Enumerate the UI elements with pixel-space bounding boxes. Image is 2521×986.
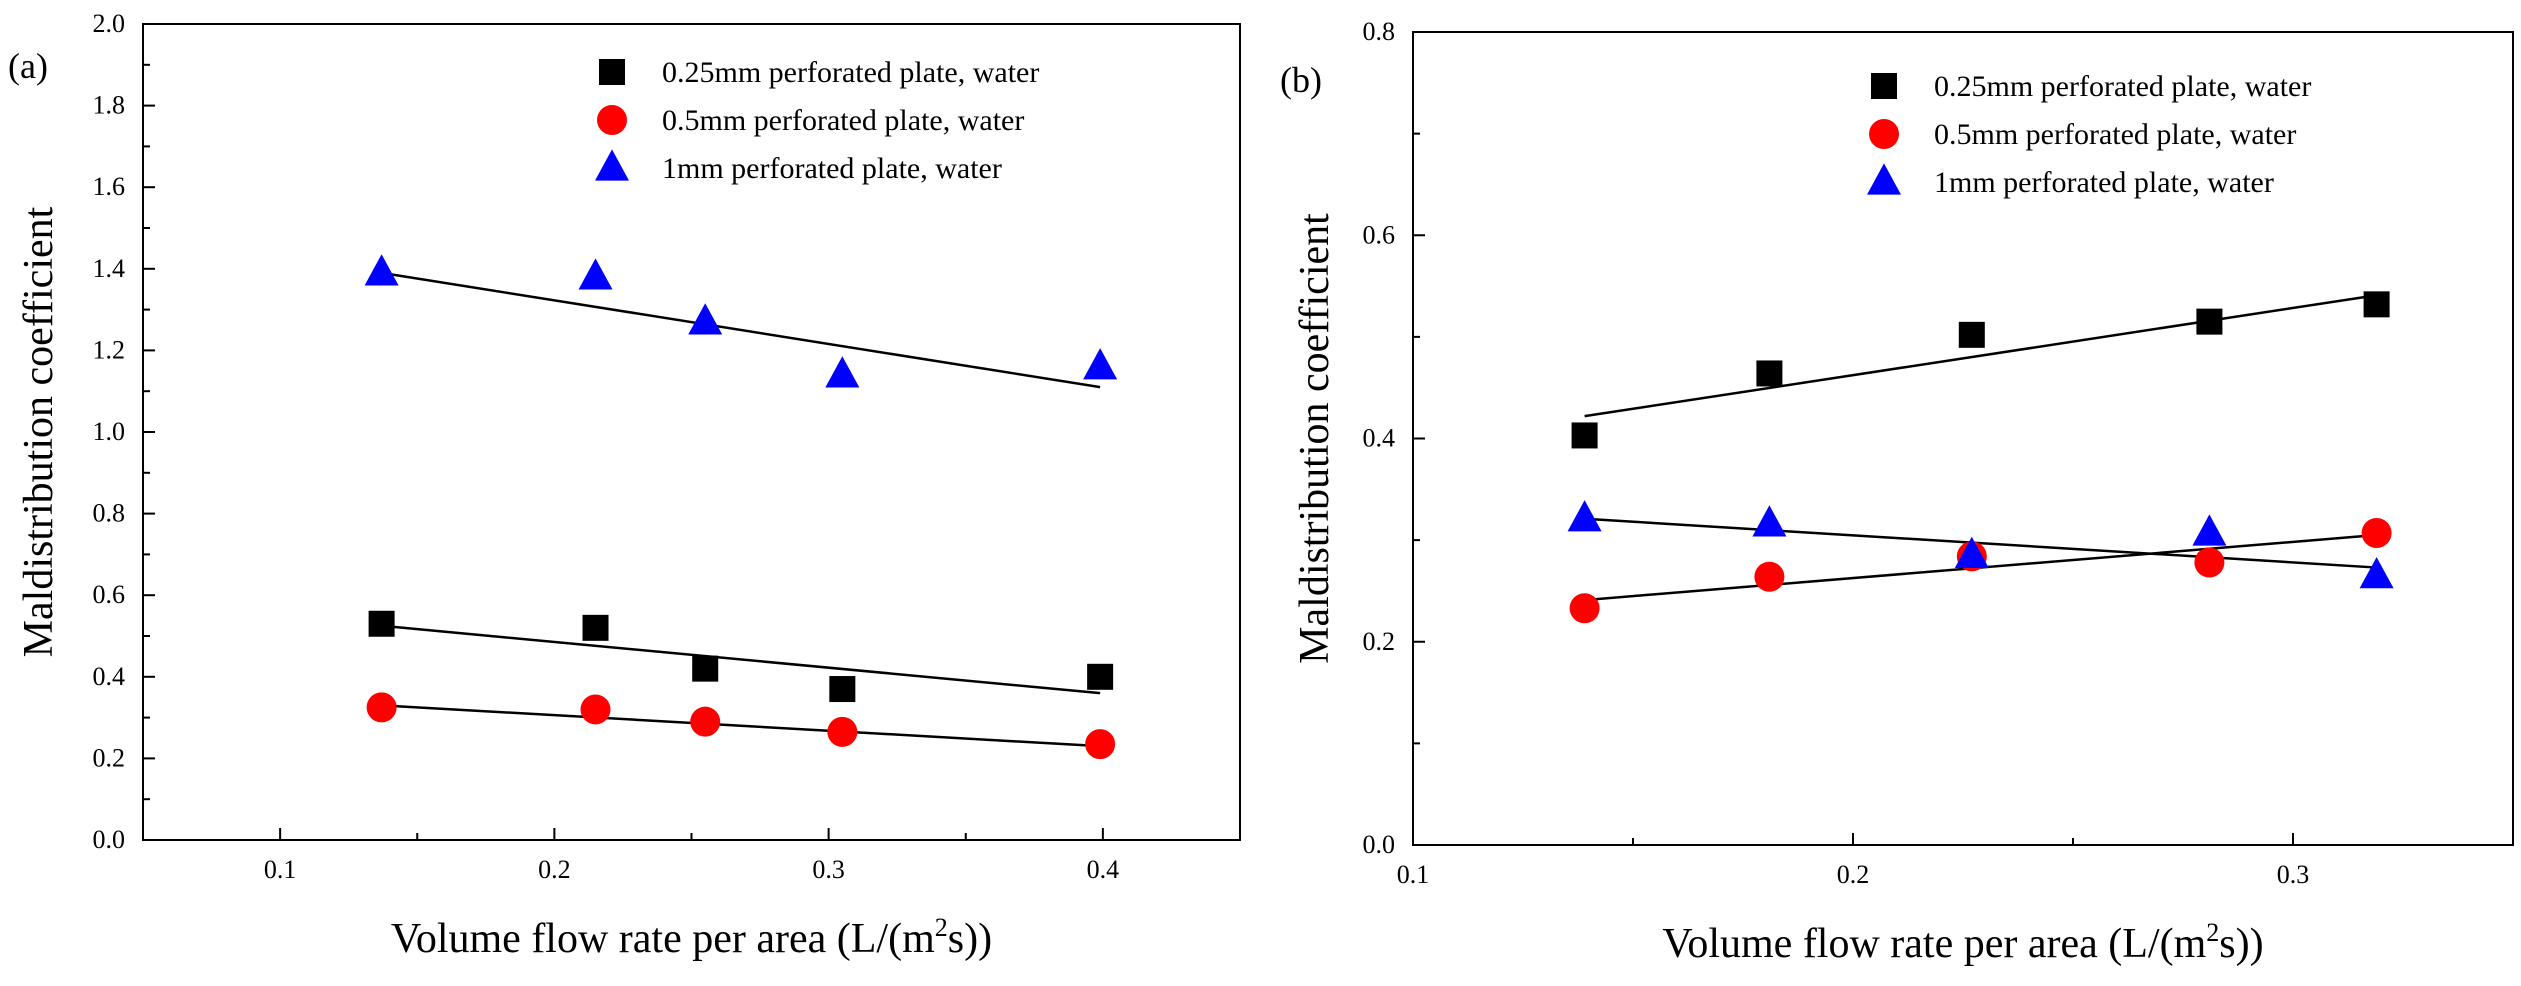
data-point (1954, 536, 1989, 568)
y-axis-label: Maldistribution coefficient (1292, 213, 1338, 664)
y-tick-label: 0.8 (93, 499, 126, 528)
data-point (1756, 360, 1783, 387)
data-point (368, 610, 395, 637)
y-tick-label: 0.6 (93, 580, 126, 609)
data-point (1087, 663, 1114, 690)
data-point (688, 303, 723, 335)
data-point (692, 655, 719, 682)
y-tick-label: 0.6 (1363, 220, 1396, 249)
fit-line (1584, 517, 2377, 569)
legend: 0.25mm perforated plate, water 0.5mm perf… (1867, 70, 2311, 199)
y-tick-label: 0.0 (1363, 830, 1396, 859)
y-tick-label: 1.8 (93, 91, 126, 120)
legend-marker (1871, 73, 1897, 99)
x-tick-label: 0.1 (1397, 860, 1430, 889)
fit-line (381, 624, 1101, 695)
data-point (1085, 729, 1116, 760)
data-point (1754, 561, 1785, 592)
x-tick-label: 0.2 (538, 855, 571, 884)
x-tick-label: 0.3 (2277, 860, 2310, 889)
y-tick-label: 0.8 (1363, 17, 1396, 46)
panel-label: (a) (8, 46, 48, 86)
fit-line (1584, 293, 2377, 418)
legend-label: 0.25mm perforated plate, water (1934, 70, 2311, 103)
data-point (1083, 348, 1118, 380)
legend-marker (597, 105, 627, 135)
x-axis-label: Volume flow rate per area (L/(m2s)) (391, 913, 992, 962)
y-tick-label: 0.2 (1363, 627, 1396, 656)
data-point (2194, 547, 2225, 578)
data-point (1571, 422, 1598, 449)
x-tick-label: 0.4 (1087, 855, 1120, 884)
data-point (2196, 308, 2223, 335)
data-point (578, 258, 613, 290)
panel-label: (b) (1280, 60, 1322, 100)
y-tick-label: 0.4 (1363, 424, 1396, 453)
y-tick-label: 0.2 (93, 743, 126, 772)
data-point (825, 356, 860, 388)
legend-marker (599, 59, 625, 85)
y-tick-label: 1.0 (93, 417, 126, 446)
legend-label: 1mm perforated plate, water (1934, 166, 2274, 199)
legend-marker (595, 149, 629, 181)
data-point (366, 692, 397, 723)
data-point (2363, 291, 2390, 318)
x-tick-label: 0.2 (1837, 860, 1870, 889)
legend-marker (1867, 163, 1901, 195)
data-point (1958, 321, 1985, 348)
y-tick-label: 0.4 (93, 662, 126, 691)
legend-label: 0.25mm perforated plate, water (662, 56, 1039, 89)
data-point (2359, 557, 2394, 589)
data-point (690, 706, 721, 737)
x-tick-label: 0.1 (264, 855, 297, 884)
data-point (1567, 500, 1602, 532)
y-tick-label: 0.0 (93, 825, 126, 854)
fit-line (381, 704, 1101, 748)
data-point (582, 614, 609, 641)
data-point (364, 254, 399, 286)
x-tick-label: 0.3 (812, 855, 845, 884)
y-tick-label: 2.0 (93, 9, 126, 38)
data-point (2361, 518, 2392, 549)
data-point (827, 716, 858, 747)
legend-label: 1mm perforated plate, water (662, 152, 1002, 185)
y-tick-label: 1.6 (93, 172, 126, 201)
chart-panel-a: 0.0 0.2 0.4 0.6 0.8 1.0 1.2 1.4 1.6 1.8 2.0 0.1 0.2 0… (8, 9, 1241, 962)
legend-label: 0.5mm perforated plate, water (662, 104, 1024, 137)
data-point (2192, 514, 2227, 546)
data-point (829, 676, 856, 703)
legend-marker (1869, 119, 1899, 149)
data-point (580, 694, 611, 725)
fit-line (381, 271, 1101, 389)
data-point (1752, 505, 1787, 537)
y-tick-label: 1.2 (93, 335, 126, 364)
data-point (1569, 593, 1600, 624)
y-axis-label: Maldistribution coefficient (16, 206, 62, 657)
legend-label: 0.5mm perforated plate, water (1934, 118, 2296, 151)
y-tick-label: 1.4 (93, 254, 126, 283)
legend: 0.25mm perforated plate, water 0.5mm perf… (595, 56, 1039, 185)
x-axis-label: Volume flow rate per area (L/(m2s)) (1662, 918, 2263, 967)
chart-panel-b: 0.0 0.2 0.4 0.6 0.8 0.1 0.2 0.3 0.25mm perforate… (1280, 17, 2514, 967)
